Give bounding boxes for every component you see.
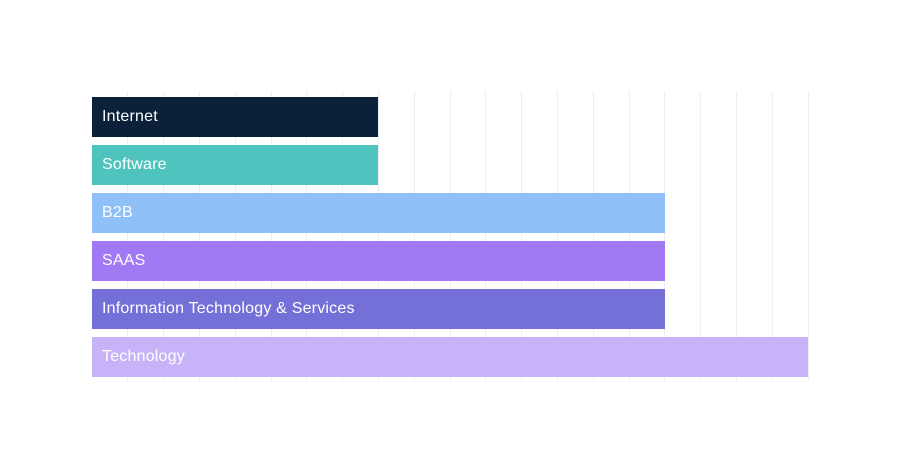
gridline [377,91,379,381]
bar-internet[interactable]: Internet [92,97,379,137]
gridline [127,91,129,381]
bar-information-technology-and-services[interactable]: Information Technology & Services [92,289,665,329]
bar-label-b2b: B2B [102,204,133,221]
gridline [306,91,308,381]
gridline [342,91,344,381]
gridline [807,91,809,381]
gridline [485,91,487,381]
bar-saas[interactable]: SAAS [92,241,665,281]
gridline [628,91,630,381]
bar-label-technology: Technology [102,348,185,365]
gridline [556,91,558,381]
gridline [270,91,272,381]
bar-label-information-technology-and-services: Information Technology & Services [102,300,355,317]
plot-area: Internet Software B2B SAAS Information Techn… [92,91,809,381]
bar-technology[interactable]: Technology [92,337,808,377]
gridline [163,91,165,381]
gridline [700,91,702,381]
bar-label-software: Software [102,156,167,173]
gridline [592,91,594,381]
gridline [198,91,200,381]
gridline [735,91,737,381]
gridline [449,91,451,381]
bar-label-internet: Internet [102,108,158,125]
gridline [771,91,773,381]
bar-software[interactable]: Software [92,145,379,185]
gridline [521,91,523,381]
bar-b2b[interactable]: B2B [92,193,665,233]
gridline [664,91,666,381]
gridline [234,91,236,381]
gridline [413,91,415,381]
bar-label-saas: SAAS [102,252,146,269]
